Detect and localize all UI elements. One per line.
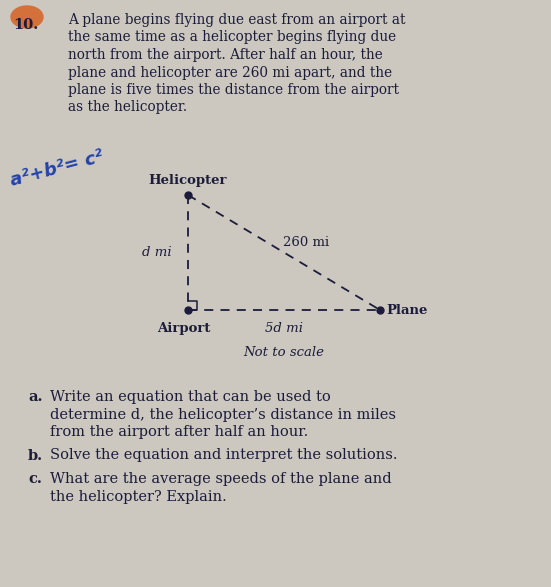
Ellipse shape bbox=[11, 6, 43, 28]
Text: plane is five times the distance from the airport: plane is five times the distance from th… bbox=[68, 83, 399, 97]
Text: 5d mi: 5d mi bbox=[265, 322, 303, 335]
Text: plane and helicopter are 260 mi apart, and the: plane and helicopter are 260 mi apart, a… bbox=[68, 66, 392, 79]
Text: the helicopter? Explain.: the helicopter? Explain. bbox=[50, 490, 227, 504]
Text: d mi: d mi bbox=[142, 246, 172, 259]
Text: a.: a. bbox=[28, 390, 42, 404]
Text: What are the average speeds of the plane and: What are the average speeds of the plane… bbox=[50, 472, 392, 486]
Text: the same time as a helicopter begins flying due: the same time as a helicopter begins fly… bbox=[68, 31, 396, 45]
Text: Not to scale: Not to scale bbox=[244, 346, 325, 359]
Text: determine d, the helicopter’s distance in miles: determine d, the helicopter’s distance i… bbox=[50, 407, 396, 421]
Text: as the helicopter.: as the helicopter. bbox=[68, 100, 187, 114]
Text: north from the airport. After half an hour, the: north from the airport. After half an ho… bbox=[68, 48, 383, 62]
Text: 10.: 10. bbox=[13, 18, 39, 32]
Text: 260 mi: 260 mi bbox=[283, 236, 329, 249]
Text: Airport: Airport bbox=[158, 322, 210, 335]
Text: Write an equation that can be used to: Write an equation that can be used to bbox=[50, 390, 331, 404]
Text: from the airport after half an hour.: from the airport after half an hour. bbox=[50, 425, 308, 439]
Text: Helicopter: Helicopter bbox=[149, 174, 227, 187]
Text: Solve the equation and interpret the solutions.: Solve the equation and interpret the sol… bbox=[50, 448, 397, 463]
Text: A plane begins flying due east from an airport at: A plane begins flying due east from an a… bbox=[68, 13, 406, 27]
Text: a²+b²= c²: a²+b²= c² bbox=[8, 148, 105, 190]
Text: Plane: Plane bbox=[386, 303, 428, 316]
Text: b.: b. bbox=[28, 448, 43, 463]
Text: c.: c. bbox=[28, 472, 42, 486]
